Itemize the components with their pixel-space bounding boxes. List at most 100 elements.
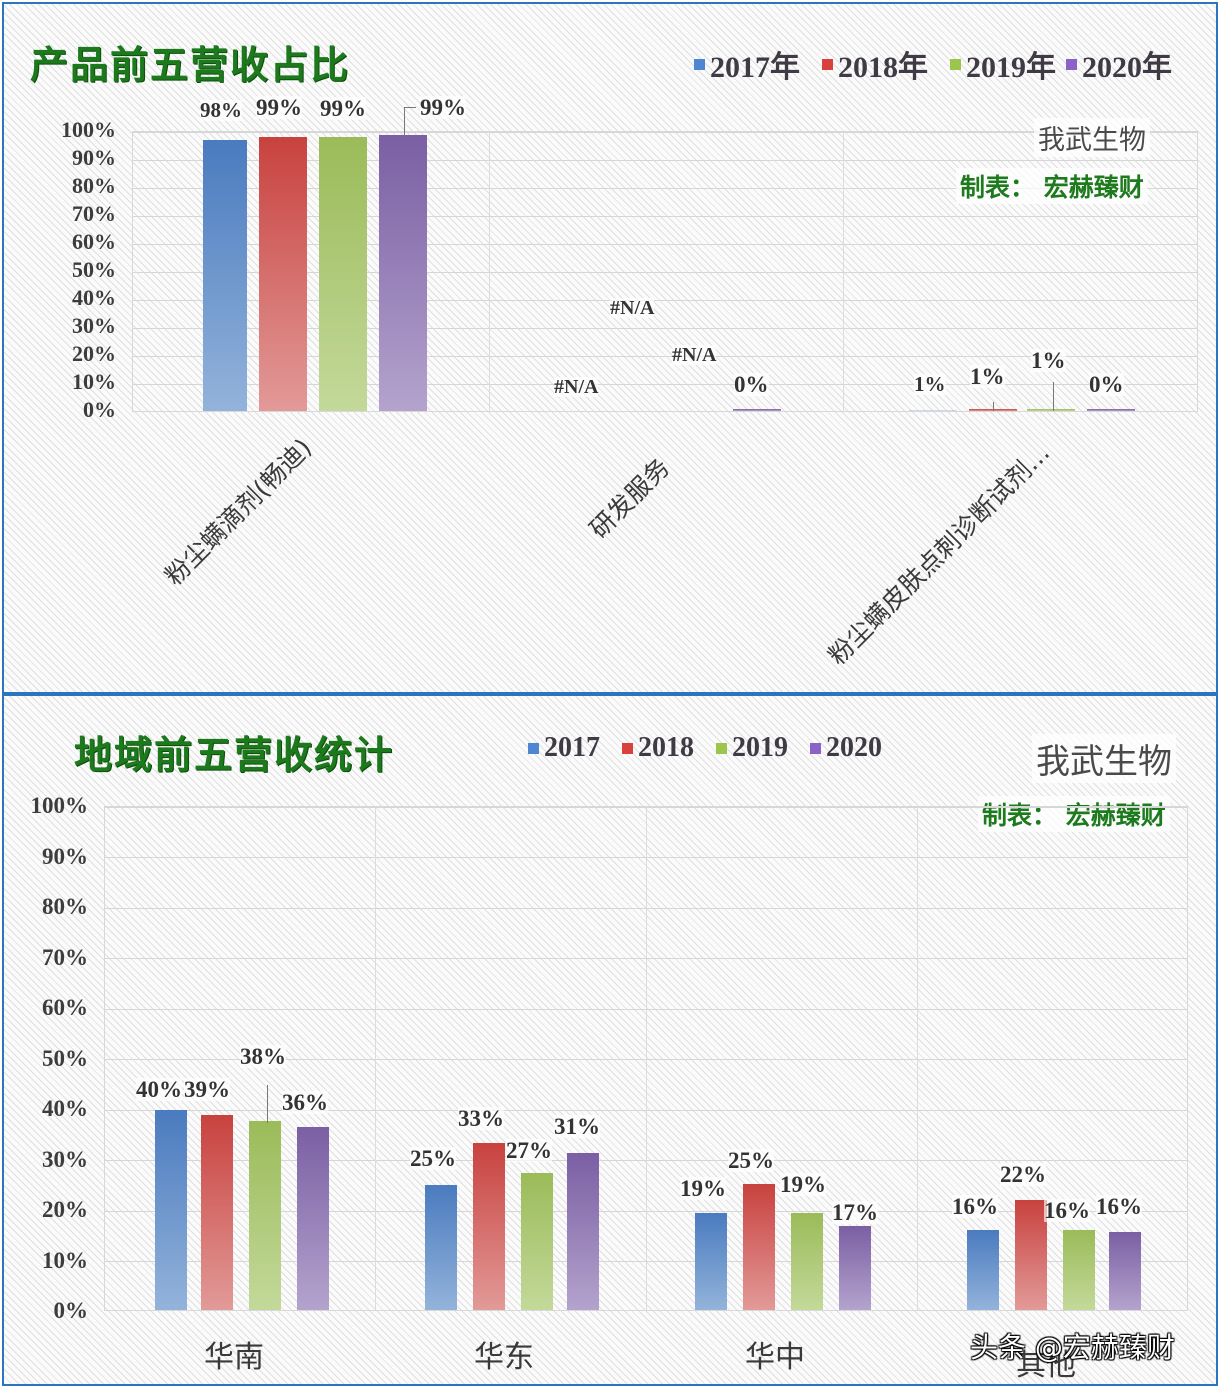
y-tick: 0% [53,1298,89,1323]
bar-2019-other[interactable] [1063,1230,1095,1310]
bar-2019-cat0[interactable] [319,137,367,411]
bar-2020-cat2[interactable] [1087,409,1135,411]
data-label: 33% [458,1106,504,1131]
y-tick: 40% [42,1096,88,1121]
legend-item-2020: 2020 [810,732,882,764]
data-label: 25% [410,1146,456,1171]
data-label: 99% [420,95,466,120]
legend-swatch-icon [528,742,539,754]
y-tick: 60% [72,229,116,254]
y-tick: 50% [72,257,116,282]
bar-2019-cat2[interactable] [1027,409,1075,411]
bar-2018-huanan[interactable] [201,1115,233,1310]
legend-swatch-icon [694,58,705,70]
legend-swatch-icon [950,58,961,70]
x-axis-label: 华东 [474,1340,534,1375]
y-tick: 20% [72,341,116,366]
y-tick: 80% [42,894,88,919]
bar-2017-other[interactable] [967,1230,999,1310]
chart-title: 地域前五营收统计 [74,732,395,777]
data-label: 16% [1096,1194,1142,1219]
y-tick: 90% [42,844,88,869]
data-label: 17% [832,1200,878,1225]
data-label: 38% [240,1044,286,1069]
plot-area [104,806,1188,1311]
bar-2019-huadong[interactable] [521,1173,553,1310]
data-label: 19% [780,1172,826,1197]
data-label: 1% [1031,348,1066,373]
regional-revenue-chart-panel: 地域前五营收统计 2017 2018 2019 2020 我武生物 制表： 宏赫… [2,694,1218,1386]
legend-swatch-icon [822,58,833,70]
watermark: 头条 @宏赫臻财 [970,1331,1175,1364]
bar-2020-cat1[interactable] [733,409,781,411]
bar-2020-other[interactable] [1109,1232,1141,1310]
y-tick: 20% [42,1197,88,1222]
bar-2018-cat0[interactable] [259,137,307,411]
y-tick: 60% [42,995,88,1020]
legend-label: 2020 [826,732,882,763]
x-axis-label: 华南 [204,1340,264,1375]
data-label: 22% [1000,1162,1046,1187]
y-tick: 30% [72,313,116,338]
data-label: 36% [282,1090,328,1115]
y-tick: 50% [42,1046,88,1071]
leader-line [993,402,994,411]
bar-2020-huadong[interactable] [567,1153,599,1310]
leader-line [404,107,416,108]
y-tick: 0% [83,397,116,422]
data-label: 16% [952,1194,998,1219]
legend-label: 2017 [544,732,600,763]
leader-line [404,107,405,135]
legend-label: 2019年 [966,51,1056,84]
y-tick: 100% [61,117,116,142]
bar-2020-huanan[interactable] [297,1127,329,1310]
leader-line [1053,382,1054,411]
legend-label: 2019 [732,732,788,763]
y-tick: 40% [72,285,116,310]
y-tick: 30% [42,1147,88,1172]
bar-2020-huazhong[interactable] [839,1226,871,1310]
chart-title: 产品前五营收占比 [30,42,351,87]
bar-2019-huanan[interactable] [249,1121,281,1310]
data-label: 1% [970,364,1005,389]
y-tick: 10% [72,369,116,394]
data-label: 40% [136,1077,182,1102]
legend-item-2017: 2017 [528,732,600,764]
y-tick: 10% [42,1248,88,1273]
x-axis-label: 粉尘螨皮肤点刺诊断试剂… [822,437,1056,671]
bar-2020-cat0[interactable] [379,135,427,411]
bar-2017-huazhong[interactable] [695,1213,727,1310]
legend-label: 2017年 [710,51,800,84]
bar-2019-huazhong[interactable] [791,1213,823,1310]
y-tick: 80% [72,173,116,198]
y-tick: 70% [42,945,88,970]
x-axis-label: 研发服务 [584,452,676,545]
bar-2017-huadong[interactable] [425,1185,457,1310]
data-label: 99% [320,96,366,121]
data-label: 31% [554,1114,600,1139]
chart-legend: 2017 2018 2019 2020 [528,732,882,764]
bar-2017-huanan[interactable] [155,1110,187,1310]
data-label: #N/A [672,344,717,366]
legend-swatch-icon [716,742,727,754]
chart-legend: 2017年 2018年 2019年 2020年 [694,42,1172,86]
bar-2018-huadong[interactable] [473,1143,505,1310]
x-axis-label: 其他 [1016,1348,1076,1383]
data-label: 99% [256,95,302,120]
y-tick: 90% [72,145,116,170]
legend-item-2019: 2019 [716,732,788,764]
x-axis-label: 华中 [745,1340,805,1375]
bar-2018-huazhong[interactable] [743,1184,775,1310]
bar-2018-other[interactable] [1015,1200,1047,1310]
data-label: 16% [1044,1198,1090,1223]
bar-2017-cat2[interactable] [909,410,957,411]
company-name: 我武生物 [1034,118,1150,157]
legend-item-2020: 2020年 [1066,42,1172,86]
bar-2017-cat0[interactable] [203,140,247,411]
legend-item-2018: 2018 [622,732,694,764]
data-label: #N/A [554,376,599,398]
data-label: 25% [728,1148,774,1173]
legend-swatch-icon [1066,58,1077,70]
legend-item-2017: 2017年 [694,42,800,86]
legend-swatch-icon [810,742,821,754]
